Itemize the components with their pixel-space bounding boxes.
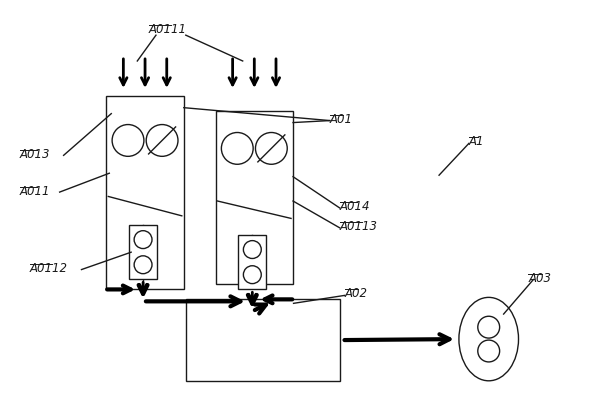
Bar	[186, 299, 340, 381]
Circle shape	[112, 125, 144, 156]
Text: A1: A1	[469, 136, 484, 148]
Circle shape	[478, 340, 500, 362]
Text: A0112: A0112	[30, 262, 68, 275]
Text: A013: A013	[20, 148, 50, 162]
Text: A03: A03	[529, 272, 551, 284]
Circle shape	[221, 132, 253, 164]
Text: A014: A014	[340, 200, 370, 213]
Circle shape	[244, 266, 261, 284]
Bar	[106, 96, 184, 289]
Circle shape	[146, 125, 178, 156]
Text: A011: A011	[20, 185, 50, 198]
Circle shape	[478, 316, 500, 338]
Bar	[215, 111, 293, 284]
Text: A0111: A0111	[149, 23, 187, 36]
Circle shape	[244, 240, 261, 259]
Text: A0113: A0113	[340, 220, 378, 233]
Bar	[129, 225, 157, 279]
Circle shape	[134, 256, 152, 274]
Ellipse shape	[459, 298, 518, 381]
Text: A01: A01	[330, 113, 353, 126]
Circle shape	[134, 231, 152, 249]
Bar	[238, 235, 266, 289]
Circle shape	[256, 132, 287, 164]
Text: A02: A02	[344, 287, 368, 300]
